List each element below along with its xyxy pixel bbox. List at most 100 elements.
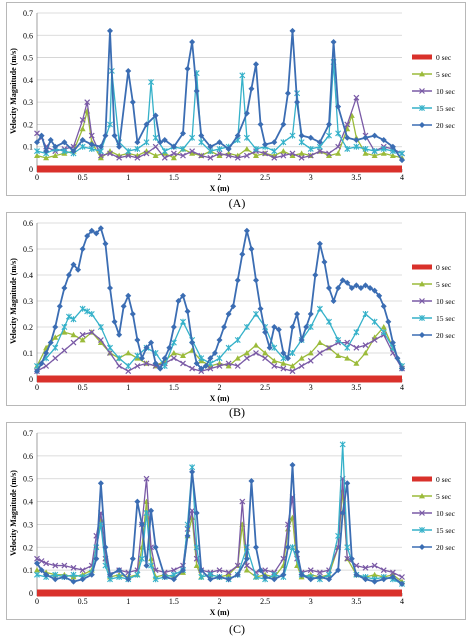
data-point xyxy=(225,571,232,578)
data-point xyxy=(353,94,360,101)
data-point xyxy=(143,121,150,128)
data-point xyxy=(125,152,132,159)
x-tick-label: 2.5 xyxy=(260,383,270,392)
data-point xyxy=(362,282,369,289)
data-point xyxy=(243,567,250,573)
data-point xyxy=(399,150,405,157)
data-point xyxy=(157,365,164,372)
data-point xyxy=(234,562,241,569)
series-0-sec xyxy=(37,165,402,173)
data-point xyxy=(284,355,291,362)
data-point xyxy=(326,152,332,159)
data-point xyxy=(289,368,296,375)
data-point xyxy=(207,355,214,362)
data-point xyxy=(326,576,332,583)
data-point xyxy=(289,27,296,34)
data-point xyxy=(248,478,255,484)
data-point xyxy=(88,141,95,148)
data-point xyxy=(107,150,113,157)
data-point xyxy=(189,468,196,475)
series-20-sec xyxy=(34,27,405,164)
data-point xyxy=(152,134,159,141)
data-point xyxy=(294,311,301,317)
data-point xyxy=(47,339,54,346)
x-tick-label: 1 xyxy=(126,383,130,392)
y-tick-label: 0.5 xyxy=(23,475,33,484)
legend-marker xyxy=(419,122,425,128)
data-point xyxy=(107,285,113,291)
data-point xyxy=(102,562,109,569)
data-point xyxy=(102,544,109,551)
y-tick-label: 0.5 xyxy=(23,54,33,63)
data-point xyxy=(316,339,323,345)
y-tick-label: 0.6 xyxy=(23,452,33,461)
data-point xyxy=(88,132,95,139)
data-point xyxy=(216,574,223,580)
data-point xyxy=(88,227,95,234)
data-point xyxy=(335,143,342,150)
data-point xyxy=(371,287,378,294)
data-point xyxy=(93,230,100,237)
data-point xyxy=(120,303,127,310)
series-line xyxy=(37,589,402,597)
data-point xyxy=(298,355,305,361)
x-tick-label: 2.5 xyxy=(260,597,270,606)
data-point xyxy=(280,121,287,128)
legend-label: 10 sec xyxy=(436,87,456,96)
data-point xyxy=(216,337,223,343)
data-point xyxy=(243,110,250,117)
data-point xyxy=(70,578,77,585)
data-point xyxy=(216,139,223,146)
data-point xyxy=(34,130,40,137)
data-point xyxy=(289,363,296,369)
data-point xyxy=(298,150,305,156)
x-tick-label: 2 xyxy=(218,173,222,182)
data-point xyxy=(152,360,159,367)
data-point xyxy=(170,150,177,157)
data-point xyxy=(298,571,305,578)
data-point xyxy=(234,355,241,361)
data-point xyxy=(362,342,369,349)
x-tick-label: 2 xyxy=(218,597,222,606)
data-point xyxy=(271,344,278,351)
legend-label: 0 sec xyxy=(436,53,452,62)
legend: 0 sec 5 sec 10 sec 15 sec 20 sec xyxy=(412,475,456,552)
data-point xyxy=(61,562,68,569)
series-0-sec xyxy=(37,589,402,597)
data-point xyxy=(52,324,59,330)
data-point xyxy=(312,272,319,278)
data-point xyxy=(321,259,328,265)
data-point xyxy=(262,141,269,148)
data-point xyxy=(207,576,214,583)
x-tick-label: 4 xyxy=(400,597,404,606)
data-point xyxy=(198,574,205,580)
x-tick-label: 3 xyxy=(309,597,313,606)
data-point xyxy=(371,578,378,585)
data-point xyxy=(362,576,369,583)
legend-label: 15 sec xyxy=(436,526,456,535)
data-point xyxy=(234,571,241,578)
data-point xyxy=(243,555,250,562)
y-tick-label: 0.4 xyxy=(23,76,33,85)
data-point xyxy=(75,266,82,273)
data-point xyxy=(134,154,141,161)
data-point xyxy=(389,152,396,159)
chart-a-caption: (A) xyxy=(228,196,246,210)
data-point xyxy=(262,350,269,356)
data-point xyxy=(289,152,296,159)
data-point xyxy=(289,350,296,356)
data-point xyxy=(371,152,378,159)
legend-marker xyxy=(419,71,425,77)
data-point xyxy=(357,285,364,291)
data-point xyxy=(234,363,241,369)
legend-label: 5 sec xyxy=(436,70,452,79)
data-point xyxy=(125,350,132,356)
x-tick-label: 1 xyxy=(126,173,130,182)
data-point xyxy=(79,137,86,144)
data-point xyxy=(61,574,68,580)
y-tick-label: 0.6 xyxy=(23,31,33,40)
x-tick-label: 0.5 xyxy=(78,383,88,392)
data-point xyxy=(116,567,123,574)
data-point xyxy=(266,344,273,351)
x-tick-label: 3.5 xyxy=(351,383,361,392)
